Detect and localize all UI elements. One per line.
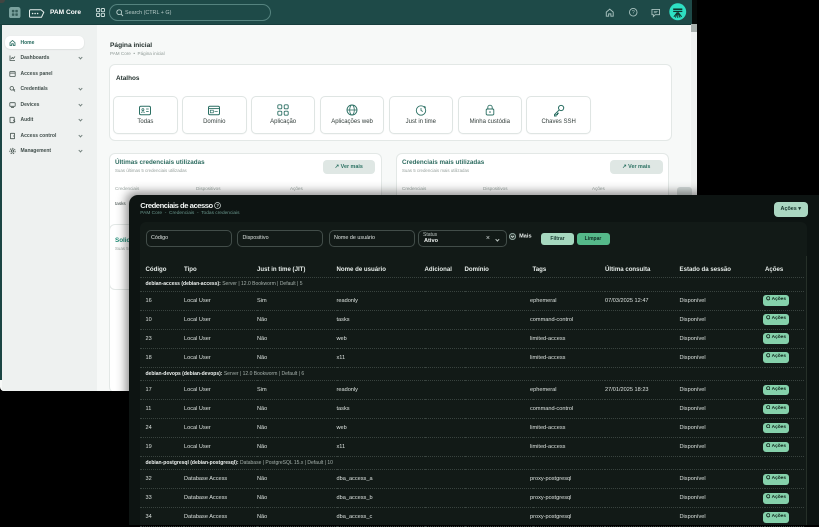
svg-text:?: ? (632, 10, 635, 16)
svg-text:?: ? (217, 203, 220, 208)
